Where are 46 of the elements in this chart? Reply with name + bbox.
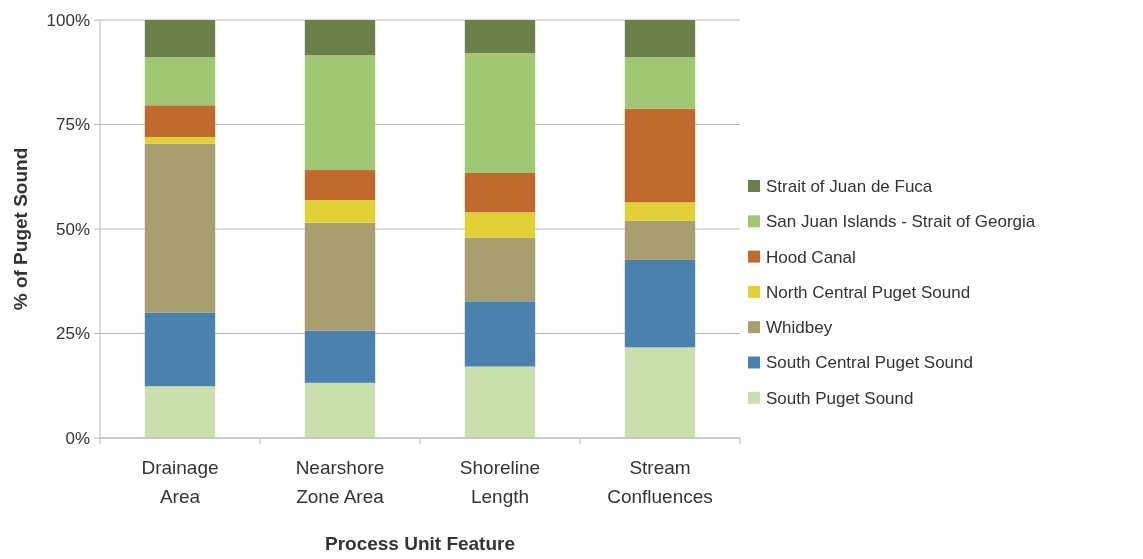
x-tick-label: Drainage Area <box>141 457 219 507</box>
legend-label: South Central Puget Sound <box>766 353 973 373</box>
bar <box>304 382 376 438</box>
bar <box>464 212 536 238</box>
bar <box>464 237 536 302</box>
bar <box>304 330 376 383</box>
x-tick-label: Stream Confluences <box>607 457 713 507</box>
bar <box>304 200 376 223</box>
bar <box>144 57 216 106</box>
bar <box>144 386 216 438</box>
y-tick-label: 25% <box>55 324 90 344</box>
bar <box>624 57 696 109</box>
bar <box>144 105 216 138</box>
x-axis-title: Process Unit Feature <box>324 533 516 554</box>
bar <box>144 143 216 313</box>
y-axis-title: % of Puget Sound <box>10 147 31 311</box>
bar <box>464 366 536 438</box>
bar <box>624 259 696 348</box>
bar <box>144 312 216 387</box>
y-tick-label: 75% <box>55 115 90 135</box>
y-tick-label: 0% <box>65 428 90 448</box>
bar <box>624 108 696 203</box>
bar <box>304 55 376 171</box>
legend-label: Strait of Juan de Fuca <box>766 176 933 196</box>
x-tick-label: Shoreline Length <box>459 457 541 507</box>
bar <box>624 347 696 438</box>
bar <box>144 137 216 144</box>
bar <box>464 301 536 367</box>
legend-label: Whidbey <box>766 318 833 338</box>
bar <box>304 222 376 331</box>
bar <box>624 220 696 260</box>
legend-label: North Central Puget Sound <box>766 282 971 302</box>
bar <box>464 172 536 213</box>
y-tick-label: 50% <box>55 219 90 239</box>
bar <box>624 202 696 221</box>
y-tick-label: 100% <box>46 10 90 30</box>
bar <box>304 20 376 56</box>
legend-label: Hood Canal <box>766 247 856 267</box>
legend-label: San Juan Islands - Strait of Georgia <box>766 212 1036 232</box>
bar <box>304 170 376 201</box>
bar <box>464 53 536 173</box>
bar <box>144 20 216 58</box>
x-tick-label: Nearshore Zone Area <box>295 457 385 507</box>
bar <box>464 20 536 54</box>
bar <box>624 20 696 58</box>
legend-label: South Puget Sound <box>766 388 914 408</box>
